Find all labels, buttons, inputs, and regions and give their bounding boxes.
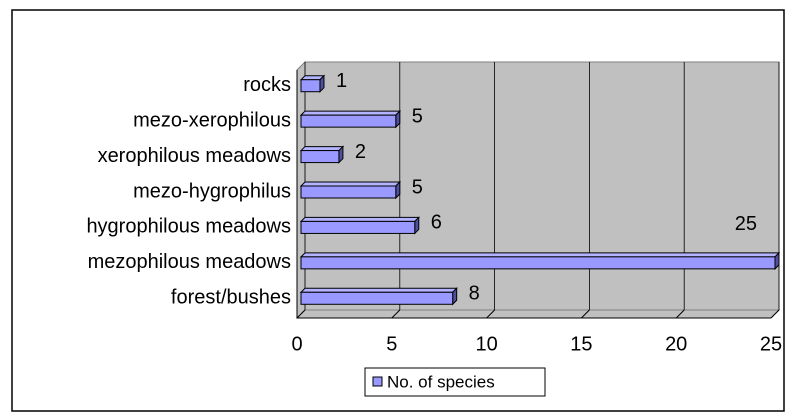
data-label: 8 [469, 283, 480, 305]
x-tick-label: 15 [570, 333, 592, 355]
tick-mark [581, 309, 590, 319]
y-tick-label: hygrophilous meadows [86, 216, 291, 238]
bar-top [299, 181, 402, 187]
data-label: 2 [355, 141, 366, 163]
bar [300, 79, 321, 93]
floor [295, 309, 781, 319]
data-label: 6 [431, 212, 442, 234]
data-label: 5 [412, 176, 423, 198]
y-tick-label: mezo-hygrophilus [133, 180, 291, 202]
bar-top [299, 252, 781, 258]
y-tick-label: xerophilous meadows [98, 145, 291, 167]
legend-box [364, 367, 546, 397]
x-tick-label: 0 [291, 333, 302, 355]
y-tick-label: forest/bushes [171, 287, 291, 309]
y-tick-label: mezophilous meadows [88, 251, 291, 273]
bar [300, 220, 416, 234]
y-tick-label: mezo-xerophilous [133, 109, 291, 131]
y-tick-label: rocks [243, 74, 291, 96]
legend-swatch [372, 376, 383, 387]
bar [300, 114, 397, 128]
bar [300, 256, 776, 270]
x-tick-label: 25 [760, 333, 782, 355]
x-tick-label: 5 [386, 333, 397, 355]
data-label: 1 [336, 70, 347, 92]
bar-top [299, 287, 458, 293]
bar [300, 150, 340, 164]
bar-top [299, 146, 345, 152]
x-tick-label: 20 [665, 333, 687, 355]
bar [300, 185, 397, 199]
tick-mark [296, 309, 306, 319]
tick-mark [486, 309, 495, 319]
bar-top [299, 110, 402, 116]
bar [300, 291, 454, 305]
legend-label: No. of species [387, 372, 495, 391]
tick-mark [675, 309, 685, 319]
bar-top [299, 216, 420, 222]
tick-mark [770, 309, 780, 319]
data-label: 5 [412, 105, 423, 127]
tick-mark [391, 309, 401, 319]
data-label: 25 [735, 213, 757, 235]
x-tick-label: 10 [475, 333, 497, 355]
